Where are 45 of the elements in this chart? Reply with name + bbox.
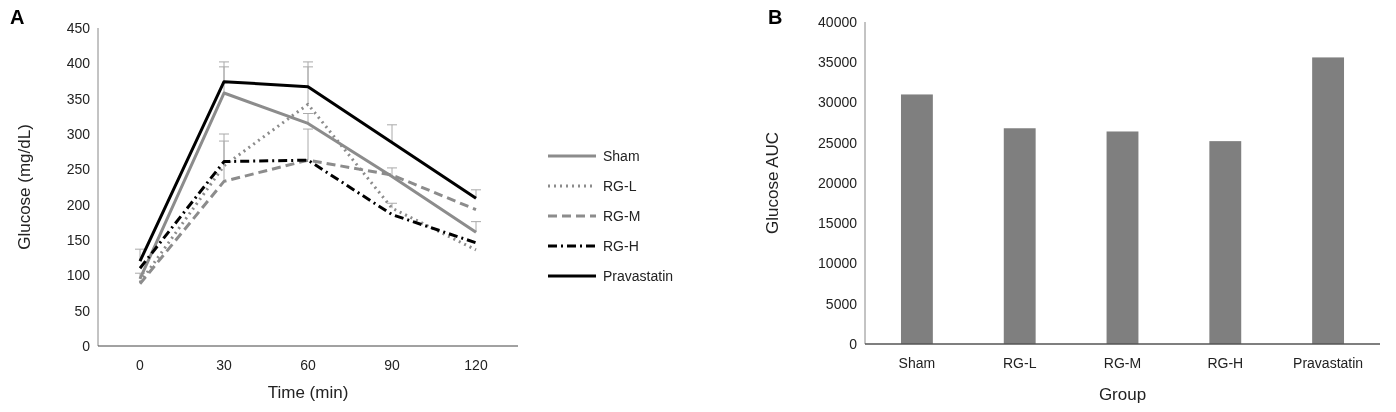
x-tick-label: Sham [898,355,936,371]
x-tick-label: 30 [216,357,232,373]
y-tick-label: 0 [849,335,858,352]
y-tick-label: 35000 [818,54,858,71]
y-tick-label: 0 [82,337,91,354]
y-tick-label: 20000 [818,174,858,191]
legend-label: RG-H [603,237,639,254]
y-axis-title: Glucose AUC [763,131,782,235]
y-tick-label: 250 [66,161,91,178]
y-tick-label: 300 [66,125,91,142]
y-tick-label: 15000 [818,215,858,232]
x-tick-label: RG-M [1103,355,1142,371]
y-tick-label: 30000 [818,94,858,111]
bar [1312,57,1345,344]
x-tick-label: RG-H [1207,355,1244,371]
legend-label: Pravastatin [603,267,674,284]
legend-label: RG-L [603,177,637,194]
chart-title: A [10,6,25,28]
x-tick-label: 120 [464,357,488,373]
x-tick-label: 0 [136,357,145,373]
y-tick-label: 25000 [818,134,858,151]
y-tick-label: 400 [66,55,91,72]
y-tick-label: 5000 [825,295,858,312]
x-tick-label: 90 [384,357,400,373]
y-tick-label: 10000 [818,255,858,272]
y-tick-label: 50 [74,302,91,319]
legend-label: Sham [603,147,640,164]
y-tick-label: 200 [66,196,91,213]
legend-label: RG-M [603,207,641,224]
y-axis-title: Glucose (mg/dL) [15,124,34,250]
bar [1209,141,1242,344]
y-tick-label: 40000 [818,13,858,30]
y-tick-label: 100 [66,267,91,284]
x-axis-title: Group [1098,385,1147,404]
y-tick-label: 350 [66,90,91,107]
chart-title: B [768,6,783,28]
x-tick-label: Pravastatin [1293,355,1364,371]
x-tick-label: 60 [300,357,316,373]
bar [1106,131,1139,344]
y-tick-label: 450 [66,19,91,36]
bar [900,94,933,344]
y-tick-label: 150 [66,231,91,248]
bar [1003,128,1036,344]
x-axis-title: Time (min) [267,383,349,402]
x-tick-label: RG-L [1002,355,1037,371]
